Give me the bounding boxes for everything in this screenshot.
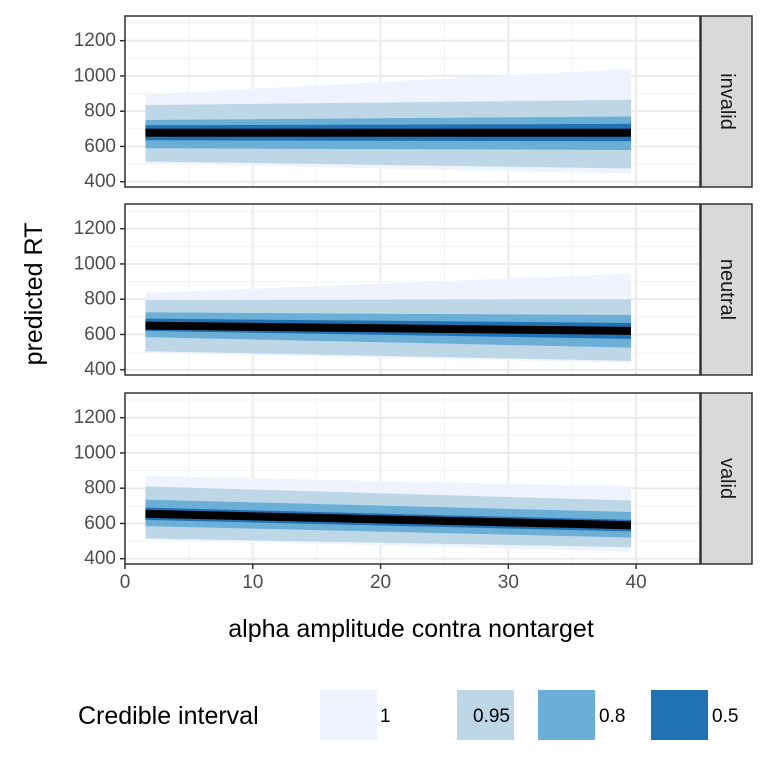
- mean-line: [145, 321, 632, 335]
- legend-label: 1: [380, 706, 391, 727]
- legend-key-0_5: [651, 690, 708, 740]
- legend-key-0_8: [538, 690, 595, 740]
- legend-key-0_95: [457, 690, 514, 740]
- y-tick-label: 800: [84, 101, 116, 122]
- y-tick-label: 600: [84, 513, 116, 534]
- facet-strip-label: neutral: [716, 259, 738, 320]
- x-tick-label: 10: [242, 572, 263, 593]
- x-tick-label: 0: [120, 572, 131, 593]
- panel-invalid: invalid 400 600 800 1000 1200: [74, 15, 753, 192]
- legend-key-1: [320, 690, 377, 740]
- facet-strip-label: valid: [716, 458, 738, 499]
- panel-neutral: neutral 400 600 800 1000 1200: [74, 203, 753, 380]
- y-tick-label: 1000: [74, 442, 116, 463]
- y-tick-label: 1000: [74, 65, 116, 86]
- facet-strip: [700, 15, 753, 188]
- panel-valid: valid 400 600 800 1000 1200: [74, 392, 753, 569]
- x-axis: 0 10 20 30 40: [120, 564, 647, 593]
- y-tick-label: 600: [84, 136, 116, 157]
- panel-border: [124, 15, 701, 188]
- panel-border: [124, 392, 701, 565]
- panels-layer: invalid 400 600 800 1000 1200 neutral 400 600 800…: [74, 15, 753, 569]
- x-tick-label: 30: [498, 572, 519, 593]
- y-tick-label: 600: [84, 324, 116, 345]
- facet-strip: [700, 203, 753, 376]
- y-tick-label: 1200: [74, 218, 116, 239]
- y-tick-label: 400: [84, 548, 116, 569]
- x-tick-label: 40: [626, 572, 647, 593]
- legend: Credible interval 1 0.95 0.8 0.5: [78, 690, 738, 740]
- y-tick-label: 1200: [74, 407, 116, 428]
- y-tick-label: 800: [84, 289, 116, 310]
- x-axis-title: alpha amplitude contra nontarget: [228, 615, 594, 643]
- y-tick-label: 400: [84, 171, 116, 192]
- y-tick-label: 400: [84, 359, 116, 380]
- legend-label: 0.95: [473, 706, 510, 727]
- x-tick-label: 20: [370, 572, 391, 593]
- legend-label: 0.8: [599, 706, 625, 727]
- legend-title: Credible interval: [78, 702, 259, 730]
- facet-strip: [700, 392, 753, 565]
- facet-strip-label: invalid: [716, 73, 738, 130]
- panel-border: [124, 203, 701, 376]
- legend-label: 0.5: [712, 706, 738, 727]
- y-tick-label: 1200: [74, 30, 116, 51]
- y-axis-title: predicted RT: [20, 223, 48, 366]
- mean-line: [145, 509, 632, 530]
- y-tick-label: 800: [84, 478, 116, 499]
- y-tick-label: 1000: [74, 253, 116, 274]
